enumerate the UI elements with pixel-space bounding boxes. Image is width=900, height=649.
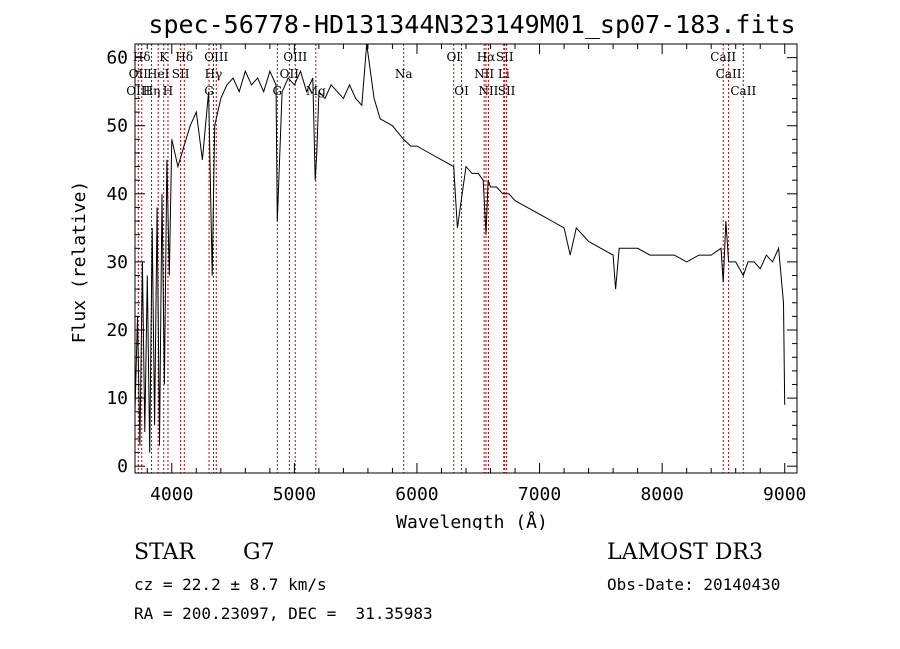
line-label-top-0: Hδ <box>133 50 151 64</box>
y-axis: 0 10 20 30 40 50 60 <box>106 48 797 477</box>
y-tick-label-30: 30 <box>106 252 128 273</box>
line-label-mid-0: OII <box>129 67 149 81</box>
x-tick-label-7000: 7000 <box>518 484 561 505</box>
survey-name: LAMOST DR3 <box>607 540 763 565</box>
line-label-top-7: SII <box>496 50 514 64</box>
x-axis: 4000 5000 6000 7000 8000 9000 <box>146 44 806 505</box>
y-tick-label-40: 40 <box>106 184 128 205</box>
x-axis-label: Wavelength (Å) <box>396 511 548 530</box>
object-subclass: G7 <box>243 540 275 565</box>
line-label-low-6: OI <box>454 84 469 98</box>
object-class: STAR <box>134 540 195 565</box>
x-tick-label-8000: 8000 <box>640 484 683 505</box>
line-label-mid-1: HeI <box>147 67 170 81</box>
line-label-mid-3: Hγ <box>205 67 223 81</box>
y-axis-label: Flux (relative) <box>69 181 90 344</box>
line-label-low-4: G <box>273 84 283 98</box>
x-tick-label-4000: 4000 <box>150 484 193 505</box>
y-tick-label-20: 20 <box>106 320 128 341</box>
line-label-mid-2: SII <box>172 67 190 81</box>
y-tick-label-10: 10 <box>106 388 128 409</box>
y-tick-label-60: 60 <box>106 48 128 69</box>
line-label-mid-5: Na <box>395 67 413 81</box>
coordinates: RA = 200.23097, DEC = 31.35983 <box>134 604 433 623</box>
line-label-top-4: OIII <box>283 50 307 64</box>
redshift-velocity: cz = 22.2 ± 8.7 km/s <box>134 575 327 594</box>
spectrum-series-line <box>134 43 786 453</box>
line-label-low-8: SII <box>498 84 516 98</box>
line-label-low-0: OIII <box>126 84 150 98</box>
line-label-mid-7: Li <box>498 67 510 81</box>
line-label-mid-6: NII <box>474 67 494 81</box>
spectral-line-markers <box>137 44 744 473</box>
line-label-top-6: Hα <box>477 50 496 64</box>
line-label-top-5: OI <box>446 50 461 64</box>
line-label-low-3: G <box>204 84 214 98</box>
y-tick-label-50: 50 <box>106 116 128 137</box>
line-label-top-2: Hδ <box>175 50 193 64</box>
x-tick-label-6000: 6000 <box>395 484 438 505</box>
observation-date: Obs-Date: 20140430 <box>607 575 781 594</box>
x-tick-label-5000: 5000 <box>273 484 316 505</box>
line-label-top-1: K <box>159 50 169 64</box>
chart-title: spec-56778-HD131344N323149M01_sp07-183.f… <box>148 10 795 39</box>
x-tick-label-9000: 9000 <box>763 484 806 505</box>
line-label-low-2: H <box>163 84 173 98</box>
line-label-top-8: CaII <box>710 50 736 64</box>
line-label-low-7: NII <box>478 84 498 98</box>
plot-frame <box>134 43 798 474</box>
line-label-mid-4: OII <box>280 67 300 81</box>
line-label-top-3: OIII <box>204 50 228 64</box>
spectrum-chart: spec-56778-HD131344N323149M01_sp07-183.f… <box>69 10 806 533</box>
line-label-mid-8: CaII <box>716 67 742 81</box>
line-label-low-9: CaII <box>730 84 756 98</box>
line-label-low-1: Hη <box>143 84 161 98</box>
y-tick-label-0: 0 <box>117 456 128 477</box>
